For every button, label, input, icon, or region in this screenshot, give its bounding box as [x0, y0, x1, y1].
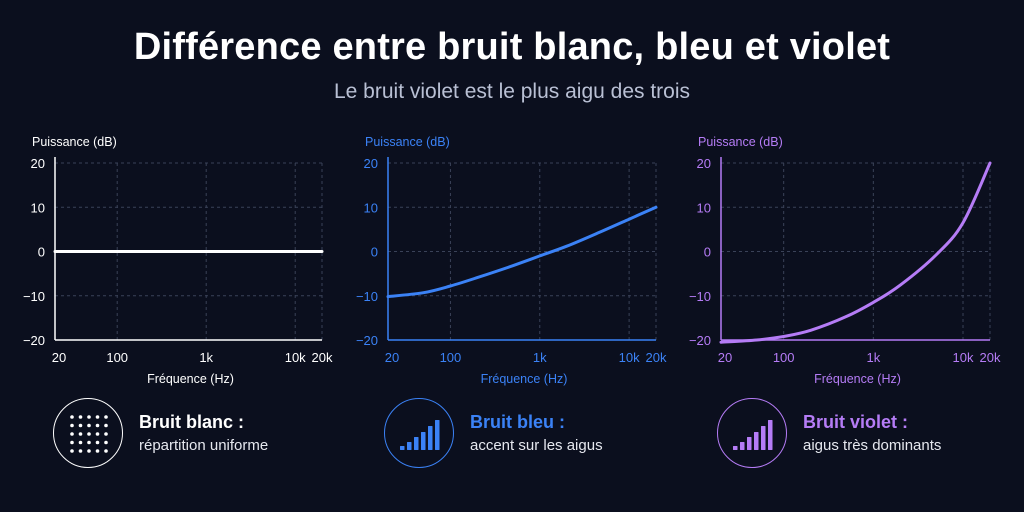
chart-blue-xtick-label-0: 20 — [385, 350, 399, 365]
chart-white-xtick-label-2: 1k — [199, 350, 213, 365]
legend-violet-description: aigus très dominants — [803, 437, 942, 454]
chart-blue-xtick-label-2: 1k — [533, 350, 547, 365]
legend-violet: Bruit violet : aigus très dominants — [717, 398, 1017, 470]
chart-blue-ytick-label-4: −20 — [356, 333, 378, 348]
signal-bar — [733, 446, 738, 450]
legend-blue-signal-bars-icon — [384, 398, 454, 468]
dot-grid-dot — [70, 432, 74, 436]
dot-grid-dot — [104, 415, 108, 419]
dot-grid-dot — [78, 432, 83, 436]
dot-grid-dot — [87, 415, 91, 419]
legend-blue-title: Bruit bleu : — [470, 412, 565, 432]
signal-bar — [754, 432, 759, 450]
chart-violet-ytick-label-4: −20 — [689, 333, 711, 348]
chart-white-xlabel: Fréquence (Hz) — [147, 372, 234, 386]
chart-blue-xlabel: Fréquence (Hz) — [481, 372, 568, 386]
icon-svg — [400, 420, 440, 450]
legend-white: Bruit blanc : répartition uniforme — [53, 398, 353, 470]
chart-white-xtick-label-0: 20 — [52, 350, 66, 365]
dot-grid-dot — [70, 415, 74, 419]
chart-blue-series-line — [386, 205, 658, 299]
dot-grid-dot — [78, 415, 83, 419]
dot-grid-dot — [104, 449, 108, 453]
chart-violet-xtick-label-4: 20k — [980, 350, 1001, 365]
chart-violet-ytick-label-2: 0 — [704, 245, 711, 260]
signal-bar — [414, 437, 419, 450]
chart-white-xtick-label-1: 100 — [106, 350, 128, 365]
dot-grid-dot — [95, 432, 100, 436]
chart-blue-ylabel: Puissance (dB) — [365, 135, 450, 149]
chart-blue-xtick-label-3: 10k — [619, 350, 640, 365]
signal-bar — [768, 420, 773, 450]
dot-grid-dot — [87, 423, 91, 428]
chart-violet-series-line — [719, 161, 992, 344]
chart-white-ytick-label-0: 20 — [31, 156, 45, 171]
chart-violet-ylabel: Puissance (dB) — [698, 135, 783, 149]
icon-svg — [70, 415, 108, 453]
legend-white-title: Bruit blanc : — [139, 412, 245, 432]
chart-violet-xtick-label-2: 1k — [866, 350, 880, 365]
legend-violet-title: Bruit violet : — [803, 412, 909, 432]
signal-bar — [740, 442, 745, 450]
dot-grid-dot — [104, 432, 108, 436]
chart-blue-ytick-label-2: 0 — [371, 245, 378, 260]
dot-grid-dot — [95, 423, 100, 428]
chart-violet-ytick-label-0: 20 — [697, 156, 711, 171]
chart-blue-xtick-label-1: 100 — [440, 350, 462, 365]
signal-bar — [761, 426, 766, 450]
icon-svg — [733, 420, 773, 450]
dot-grid-dot — [95, 449, 100, 453]
chart-violet-xtick-label-1: 100 — [773, 350, 795, 365]
dot-grid-dot — [78, 449, 83, 453]
legend-white-description: répartition uniforme — [139, 437, 269, 454]
page-title: Différence entre bruit blanc, bleu et vi… — [133, 26, 891, 68]
page-subtitle: Le bruit violet est le plus aigu des tro… — [333, 80, 691, 103]
chart-white-ylabel: Puissance (dB) — [32, 135, 117, 149]
chart-violet-xlabel: Fréquence (Hz) — [814, 372, 901, 386]
legend-violet-signal-bars-icon — [717, 398, 787, 468]
chart-blue-xtick-label-4: 20k — [646, 350, 667, 365]
signal-bar — [747, 437, 752, 450]
chart-violet-ytick-label-3: −10 — [689, 289, 711, 304]
chart-white-ytick-label-3: −10 — [23, 289, 45, 304]
dot-grid-dot — [70, 440, 74, 445]
chart-white-ytick-label-2: 0 — [38, 245, 45, 260]
dot-grid-dot — [87, 449, 91, 453]
dot-grid-dot — [95, 415, 100, 419]
signal-bar — [435, 420, 440, 450]
chart-white-xtick-label-4: 20k — [312, 350, 333, 365]
dot-grid-dot — [104, 440, 108, 445]
legend-white-dot-grid-icon — [53, 398, 123, 468]
dot-grid-dot — [87, 432, 91, 436]
chart-white-ytick-label-4: −20 — [23, 333, 45, 348]
chart-violet-xtick-label-0: 20 — [718, 350, 732, 365]
dot-grid-dot — [78, 440, 83, 445]
signal-bar — [407, 442, 412, 450]
dot-grid-dot — [104, 423, 108, 428]
dot-grid-dot — [78, 423, 83, 428]
chart-violet-ytick-label-1: 10 — [697, 200, 711, 215]
chart-white-ytick-label-1: 10 — [31, 200, 45, 215]
chart-blue-ytick-label-0: 20 — [364, 156, 378, 171]
chart-white-xtick-label-3: 10k — [285, 350, 306, 365]
dot-grid-dot — [70, 423, 74, 428]
dot-grid-dot — [95, 440, 100, 445]
chart-blue-ytick-label-3: −10 — [356, 289, 378, 304]
chart-violet-xtick-label-3: 10k — [953, 350, 974, 365]
dot-grid-dot — [87, 440, 91, 445]
chart-blue-ytick-label-1: 10 — [364, 200, 378, 215]
legend-blue-description: accent sur les aigus — [470, 437, 603, 454]
signal-bar — [400, 446, 405, 450]
signal-bar — [421, 432, 426, 450]
dot-grid-dot — [70, 449, 74, 453]
signal-bar — [428, 426, 433, 450]
legend-blue: Bruit bleu : accent sur les aigus — [384, 398, 684, 470]
